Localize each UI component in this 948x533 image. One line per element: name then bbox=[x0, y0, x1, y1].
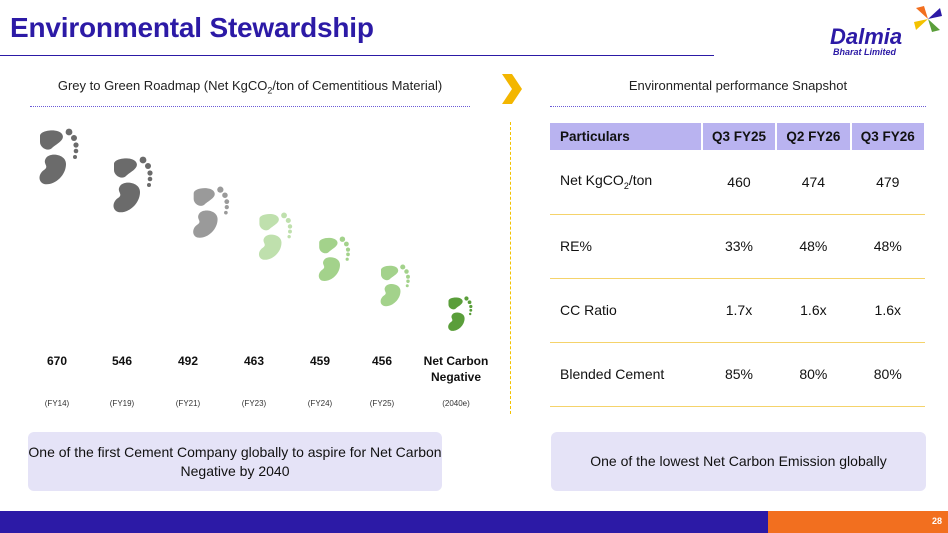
footer-accent bbox=[768, 511, 948, 533]
roadmap-year-2040: (2040e) bbox=[442, 399, 470, 408]
table-cell: 1.7x bbox=[701, 278, 777, 343]
company-logo: Dalmia Bharat Limited bbox=[824, 4, 944, 62]
snapshot-heading: Environmental performance Snapshot bbox=[628, 78, 848, 93]
roadmap-value-fy19: 546 bbox=[111, 354, 133, 368]
footer-bar bbox=[0, 511, 768, 533]
roadmap-divider bbox=[30, 106, 470, 107]
footprint-icon bbox=[316, 236, 353, 286]
table-cell: 48% bbox=[776, 214, 851, 279]
footprint-icon bbox=[190, 186, 232, 243]
footprint-icon bbox=[110, 156, 156, 218]
logo-emblem-icon bbox=[914, 6, 942, 32]
roadmap-year-fy25: (FY25) bbox=[369, 399, 395, 408]
table-cell: 85% bbox=[701, 342, 777, 407]
footprint-icon bbox=[446, 296, 475, 334]
table-cell: 479 bbox=[850, 150, 925, 215]
title-underline bbox=[0, 55, 714, 56]
logo-wordmark: Dalmia bbox=[830, 24, 903, 49]
snapshot-callout: One of the lowest Net Carbon Emission gl… bbox=[551, 432, 926, 491]
roadmap-value-fy21: 492 bbox=[177, 354, 199, 368]
column-header: Q3 FY25 bbox=[701, 123, 778, 150]
table-row: Blended Cement 85% 80% 80% bbox=[550, 342, 925, 407]
roadmap-year-fy19: (FY19) bbox=[109, 399, 135, 408]
chevron-right-icon bbox=[502, 74, 522, 104]
page-number: 28 bbox=[931, 516, 942, 526]
table-header-row: Particulars Q3 FY25 Q2 FY26 Q3 FY26 bbox=[550, 123, 927, 150]
table-cell: 33% bbox=[701, 214, 777, 279]
table-cell: 80% bbox=[776, 342, 851, 407]
snapshot-divider bbox=[550, 106, 926, 107]
table-cell: 460 bbox=[701, 150, 777, 215]
column-header: Particulars bbox=[550, 123, 703, 150]
row-label: RE% bbox=[550, 214, 702, 279]
snapshot-table: Particulars Q3 FY25 Q2 FY26 Q3 FY26 Net … bbox=[550, 123, 927, 407]
table-cell: 474 bbox=[776, 150, 851, 215]
roadmap-year-fy21: (FY21) bbox=[175, 399, 201, 408]
footprint-icon bbox=[378, 264, 413, 311]
roadmap-value-fy14: 670 bbox=[46, 354, 68, 368]
column-header: Q3 FY26 bbox=[850, 123, 927, 150]
roadmap-year-fy23: (FY23) bbox=[241, 399, 267, 408]
roadmap-year-fy14: (FY14) bbox=[44, 399, 70, 408]
page-title: Environmental Stewardship bbox=[10, 12, 374, 43]
row-label: Blended Cement bbox=[550, 342, 702, 407]
roadmap-value-fy25: 456 bbox=[371, 354, 393, 368]
roadmap-callout: One of the first Cement Company globally… bbox=[28, 432, 442, 491]
roadmap-value-fy23: 463 bbox=[243, 354, 265, 368]
row-label: Net KgCO2/ton bbox=[550, 150, 702, 215]
footprint-icon bbox=[36, 128, 82, 190]
table-cell: 1.6x bbox=[776, 278, 851, 343]
roadmap-heading: Grey to Green Roadmap (Net KgCO2/ton of … bbox=[57, 78, 443, 96]
table-cell: 1.6x bbox=[850, 278, 925, 343]
table-row: RE% 33% 48% 48% bbox=[550, 214, 925, 279]
table-cell: 48% bbox=[850, 214, 925, 279]
roadmap-value-fy24: 459 bbox=[309, 354, 331, 368]
section-separator bbox=[510, 122, 511, 414]
footprint-icon bbox=[256, 212, 295, 265]
logo-subtitle: Bharat Limited bbox=[833, 47, 897, 57]
table-row: Net KgCO2/ton 460 474 479 bbox=[550, 150, 925, 215]
table-row: CC Ratio 1.7x 1.6x 1.6x bbox=[550, 278, 925, 343]
row-label: CC Ratio bbox=[550, 278, 702, 343]
table-cell: 80% bbox=[850, 342, 925, 407]
roadmap-value-2040: Net Carbon Negative bbox=[423, 354, 489, 384]
roadmap-year-fy24: (FY24) bbox=[307, 399, 333, 408]
column-header: Q2 FY26 bbox=[776, 123, 852, 150]
